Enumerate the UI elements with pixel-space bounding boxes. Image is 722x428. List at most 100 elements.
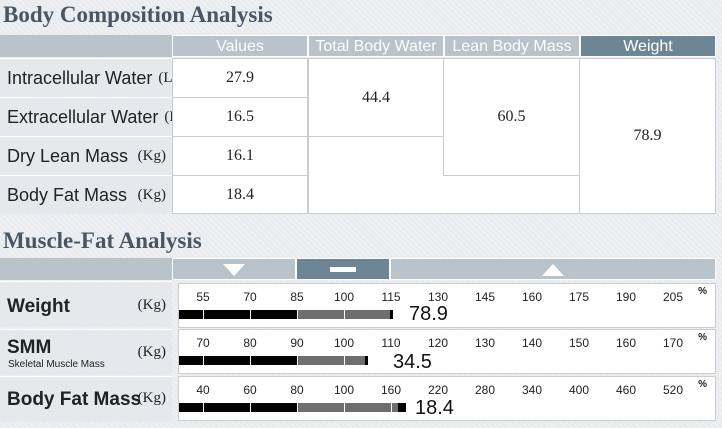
value-body-fat-mass: 18.4 [172, 175, 308, 214]
tick-label: 340 [521, 383, 543, 397]
bar-divider [344, 356, 345, 365]
smm-bar-value: 34.5 [393, 351, 432, 373]
tick-label: 130 [427, 290, 449, 304]
weight-bar-value: 78.9 [409, 303, 448, 325]
mf-row-label-weight: Weight (Kg) [0, 281, 172, 327]
mf-sublabel: Skeletal Muscle Mass [8, 359, 105, 370]
bar-divider [250, 356, 251, 365]
lean-body-mass-value: 60.5 [443, 58, 580, 176]
mf-row-label-smm: SMM Skeletal Muscle Mass (Kg) [0, 329, 172, 375]
tick-label: 205 [662, 290, 684, 304]
mf-unit: (Kg) [137, 390, 166, 406]
bar-divider [297, 310, 298, 319]
normal-header [296, 258, 390, 280]
tick-label: 100 [333, 383, 355, 397]
bar-end-cap [364, 356, 368, 365]
tick-label: 160 [380, 383, 402, 397]
tick-label: 160 [521, 290, 543, 304]
row-label-text: Dry Lean Mass [7, 145, 129, 166]
tick-label: 55 [196, 290, 210, 304]
bar-divider [297, 403, 298, 412]
row-label-body-fat-mass: Body Fat Mass (Kg) [0, 175, 172, 214]
weight-value: 78.9 [579, 58, 716, 214]
bar-divider [297, 356, 298, 365]
tick-label: 145 [474, 290, 496, 304]
mf-label: SMM [7, 337, 52, 358]
bar-divider [344, 403, 345, 412]
row-label-text: Intracellular Water [7, 67, 153, 88]
percent-symbol: % [698, 379, 707, 390]
body-fat-bar-value: 18.4 [415, 397, 454, 419]
value-intracellular-water: 27.9 [172, 58, 308, 98]
tick-label: 70 [196, 336, 210, 350]
bar-normal-segment [179, 356, 297, 365]
tick-label: 520 [662, 383, 684, 397]
row-label-text: Extracellular Water [7, 106, 159, 127]
header-spacer [0, 258, 172, 280]
row-unit: (Kg) [137, 147, 166, 164]
bar-divider [203, 356, 204, 365]
minus-icon [330, 267, 356, 272]
value-dry-lean-mass: 16.1 [172, 136, 308, 176]
bar-divider [250, 310, 251, 319]
mf-row-label-body-fat-mass: Body Fat Mass (Kg) [0, 376, 172, 422]
tick-label: 100 [333, 336, 355, 350]
tick-label: 190 [615, 290, 637, 304]
bar-divider [391, 403, 392, 412]
triangle-up-icon [542, 264, 564, 276]
weight-header: Weight [580, 35, 716, 57]
bar-divider [250, 403, 251, 412]
mf-label: Weight [7, 296, 70, 317]
tick-label: 400 [568, 383, 590, 397]
tick-label: 100 [333, 290, 355, 304]
tick-label: 60 [243, 383, 257, 397]
under-header [172, 258, 296, 280]
mf-unit: (Kg) [137, 344, 166, 360]
bar-divider [344, 310, 345, 319]
body-fat-bar-chart: % 18.4 40 60 80 100 160 220 280 340 400 460 520 [178, 376, 716, 421]
tick-label: 80 [290, 383, 304, 397]
bar-divider [203, 403, 204, 412]
tick-label: 170 [662, 336, 684, 350]
tick-label: 110 [381, 336, 401, 350]
row-unit: (Kg) [137, 186, 166, 203]
row-label-extracellular-water: Extracellular Water (L) [0, 97, 184, 136]
bar-extended-segment [297, 403, 399, 412]
body-composition-title: Body Composition Analysis [3, 2, 273, 27]
bar-extended-segment [297, 356, 366, 365]
total-body-water-value: 44.4 [308, 58, 444, 137]
tick-label: 160 [615, 336, 637, 350]
percent-symbol: % [698, 286, 707, 297]
values-header: Values [172, 35, 308, 57]
header-spacer [0, 35, 172, 57]
bar-normal-segment [179, 403, 297, 412]
smm-bar-chart: % 34.5 70 80 90 100 110 120 130 140 150 160 170 [178, 329, 716, 374]
value-extracellular-water: 16.5 [172, 97, 308, 137]
bar-end-cap [398, 403, 406, 412]
tick-label: 80 [243, 336, 257, 350]
tick-label: 280 [474, 383, 496, 397]
mf-label: Body Fat Mass [7, 389, 142, 410]
lean-body-mass-header: Lean Body Mass [444, 35, 580, 57]
tick-label: 220 [427, 383, 449, 397]
tick-label: 90 [290, 336, 304, 350]
tick-label: 175 [568, 290, 590, 304]
row-label-dry-lean-mass: Dry Lean Mass (Kg) [0, 136, 172, 175]
percent-symbol: % [698, 332, 707, 343]
over-header [390, 258, 716, 280]
weight-bar-chart: % 78.9 55 70 85 100 115 130 145 160 175 190 205 [178, 283, 716, 328]
tick-label: 70 [243, 290, 257, 304]
row-label-intracellular-water: Intracellular Water (L) [0, 58, 178, 97]
tick-label: 130 [474, 336, 496, 350]
mf-unit: (Kg) [137, 297, 166, 313]
tick-label: 120 [427, 336, 449, 350]
tick-label: 460 [615, 383, 637, 397]
tick-label: 140 [521, 336, 543, 350]
tick-label: 40 [196, 383, 210, 397]
bar-normal-segment [179, 310, 297, 319]
tick-label: 115 [381, 290, 401, 304]
bar-divider [203, 310, 204, 319]
muscle-fat-title: Muscle-Fat Analysis [3, 228, 202, 253]
tick-label: 150 [568, 336, 590, 350]
empty-cell [443, 175, 580, 214]
